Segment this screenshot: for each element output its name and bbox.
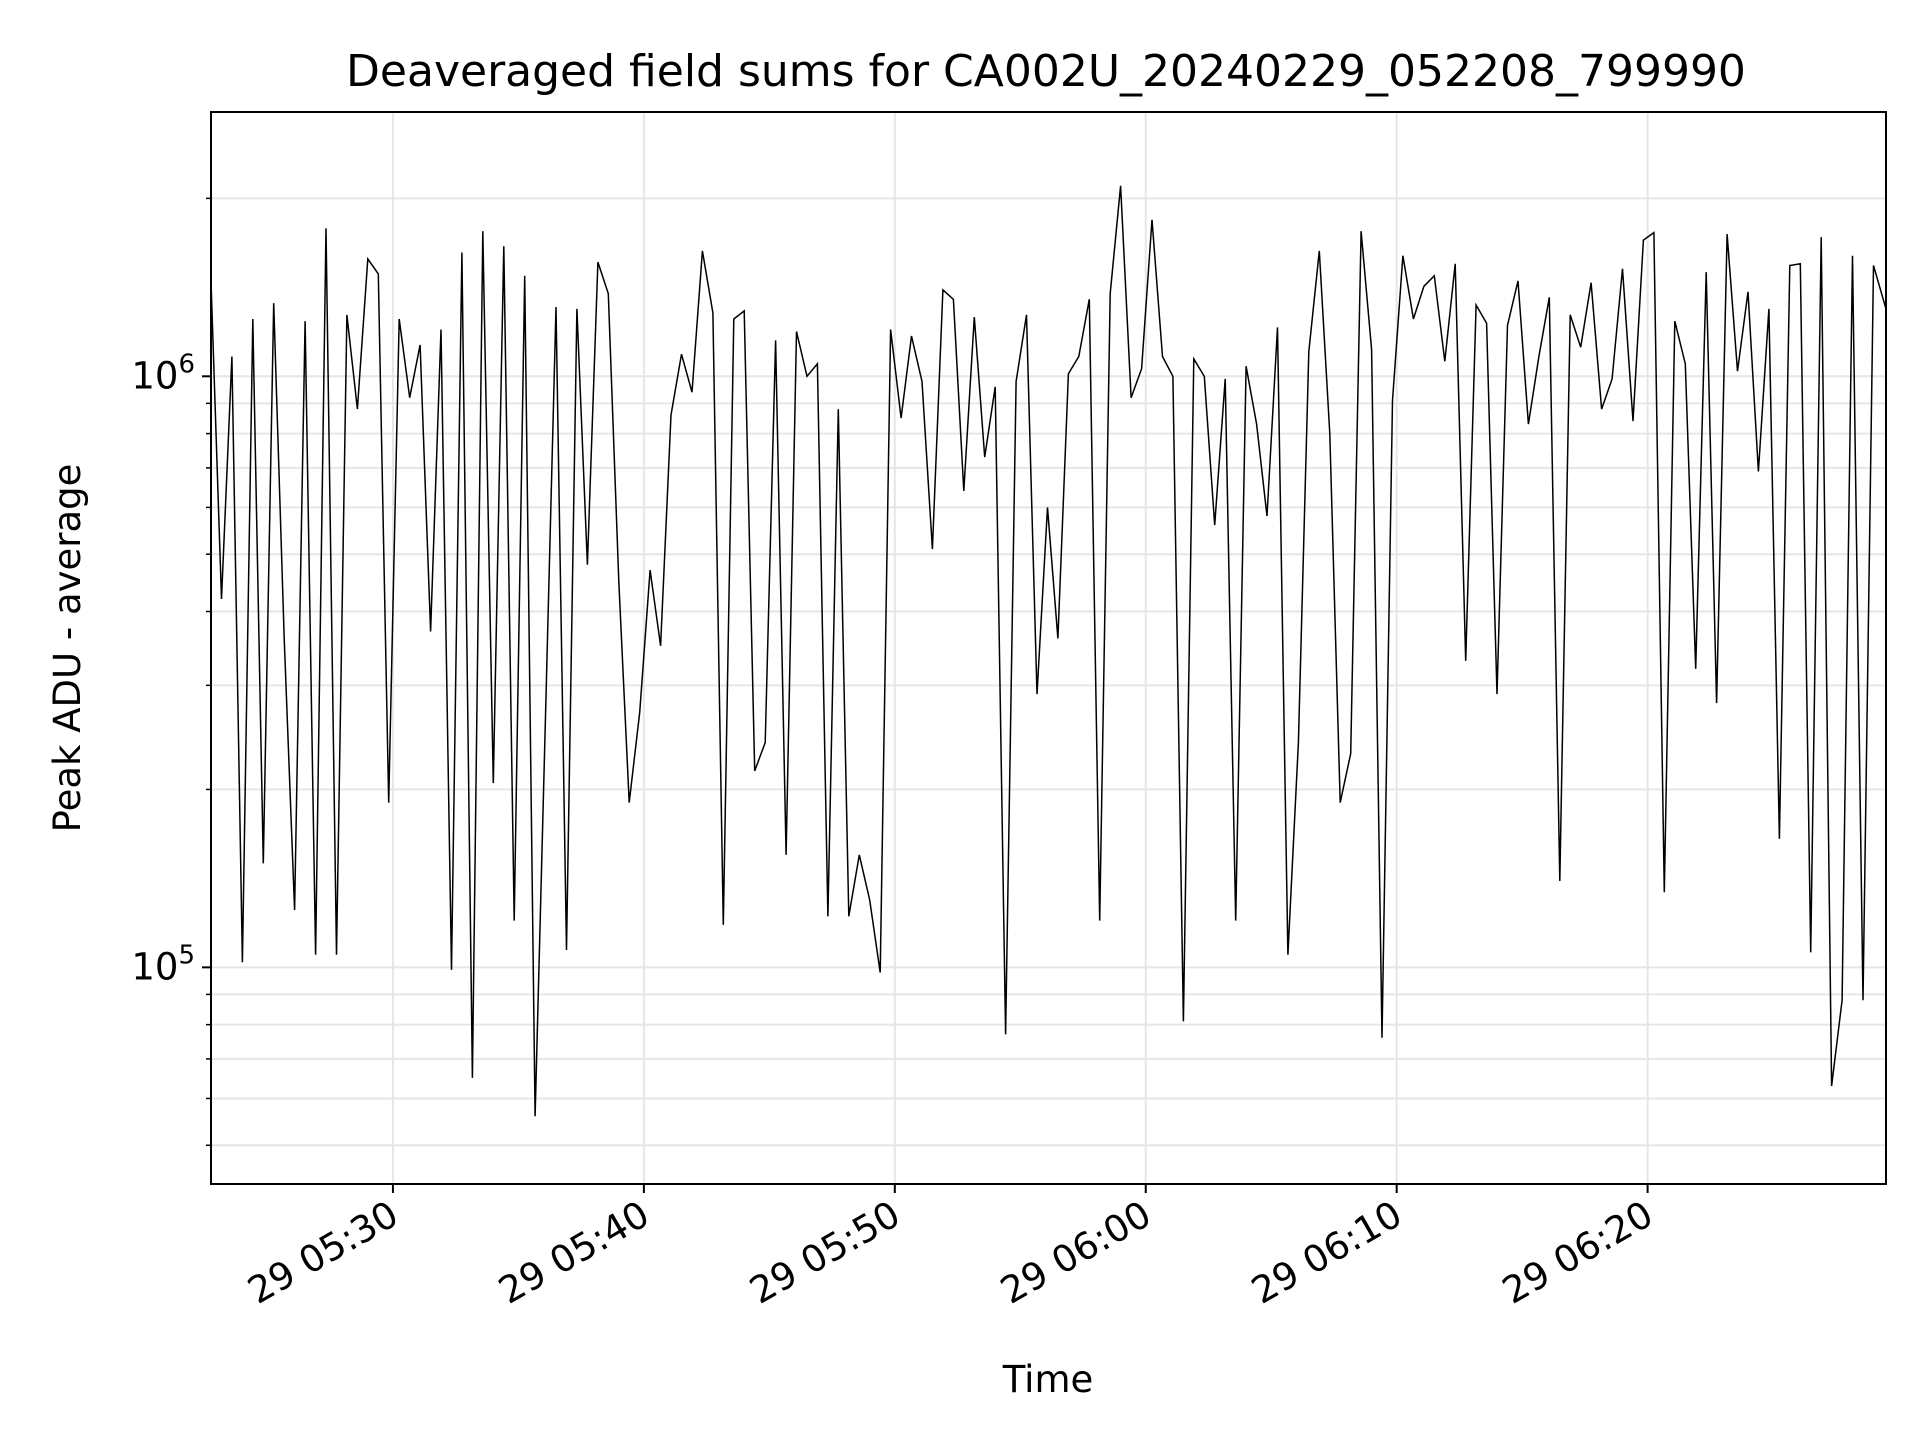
- y-axis: 105 106: [131, 197, 211, 1147]
- plot-frame: [210, 111, 1887, 1185]
- y-tick-label: 106: [131, 349, 195, 397]
- chart-title: Deaveraged field sums for CA002U_2024022…: [346, 46, 1746, 97]
- y-axis-label: Peak ADU - average: [46, 464, 89, 833]
- x-tick-label: 29 06:00: [993, 1193, 1158, 1313]
- series-line: [211, 185, 1886, 1117]
- x-tick-label: 29 06:20: [1495, 1193, 1660, 1313]
- x-tick-label: 29 06:10: [1244, 1193, 1409, 1313]
- x-axis: 29 05:30 29 05:40 29 05:50 29 06:00 29 06:10…: [241, 1184, 1660, 1313]
- x-tick-label: 29 05:40: [492, 1193, 657, 1313]
- x-tick-label: 29 05:50: [742, 1193, 907, 1313]
- x-axis-label: Time: [1002, 1358, 1094, 1401]
- y-tick-label: 105: [131, 940, 195, 988]
- x-tick-label: 29 05:30: [241, 1193, 406, 1313]
